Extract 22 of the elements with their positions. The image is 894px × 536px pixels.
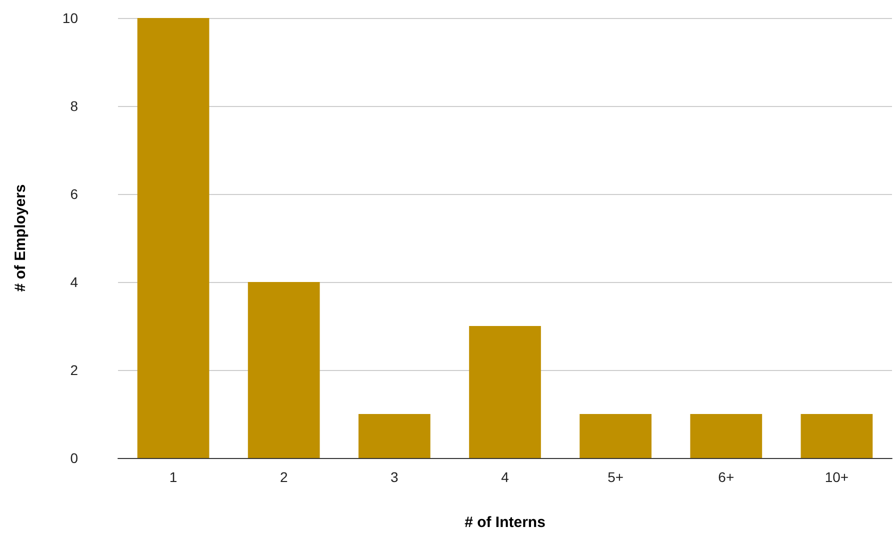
x-tick-label: 10+ xyxy=(824,469,849,485)
y-tick-label: 8 xyxy=(70,98,78,114)
x-tick-label: 5+ xyxy=(608,469,624,485)
x-tick-label: 2 xyxy=(280,469,288,485)
bar xyxy=(358,414,430,458)
y-axis-title: # of Employers xyxy=(12,184,29,292)
bar xyxy=(137,18,210,458)
x-tick-label: 3 xyxy=(390,469,399,485)
x-tick-label: 1 xyxy=(169,469,178,485)
y-tick-label: 10 xyxy=(62,10,78,26)
x-axis-title: # of Interns xyxy=(464,514,546,531)
bar xyxy=(580,414,652,458)
bar xyxy=(800,414,873,458)
bar xyxy=(248,282,320,458)
y-tick-label: 2 xyxy=(70,362,78,378)
bar xyxy=(690,414,762,458)
x-tick-label: 4 xyxy=(501,469,510,485)
y-tick-label: 4 xyxy=(70,274,78,290)
y-tick-label: 6 xyxy=(70,186,78,202)
bar xyxy=(469,326,541,458)
x-tick-label: 6+ xyxy=(718,469,734,485)
y-tick-label: 0 xyxy=(70,450,78,466)
